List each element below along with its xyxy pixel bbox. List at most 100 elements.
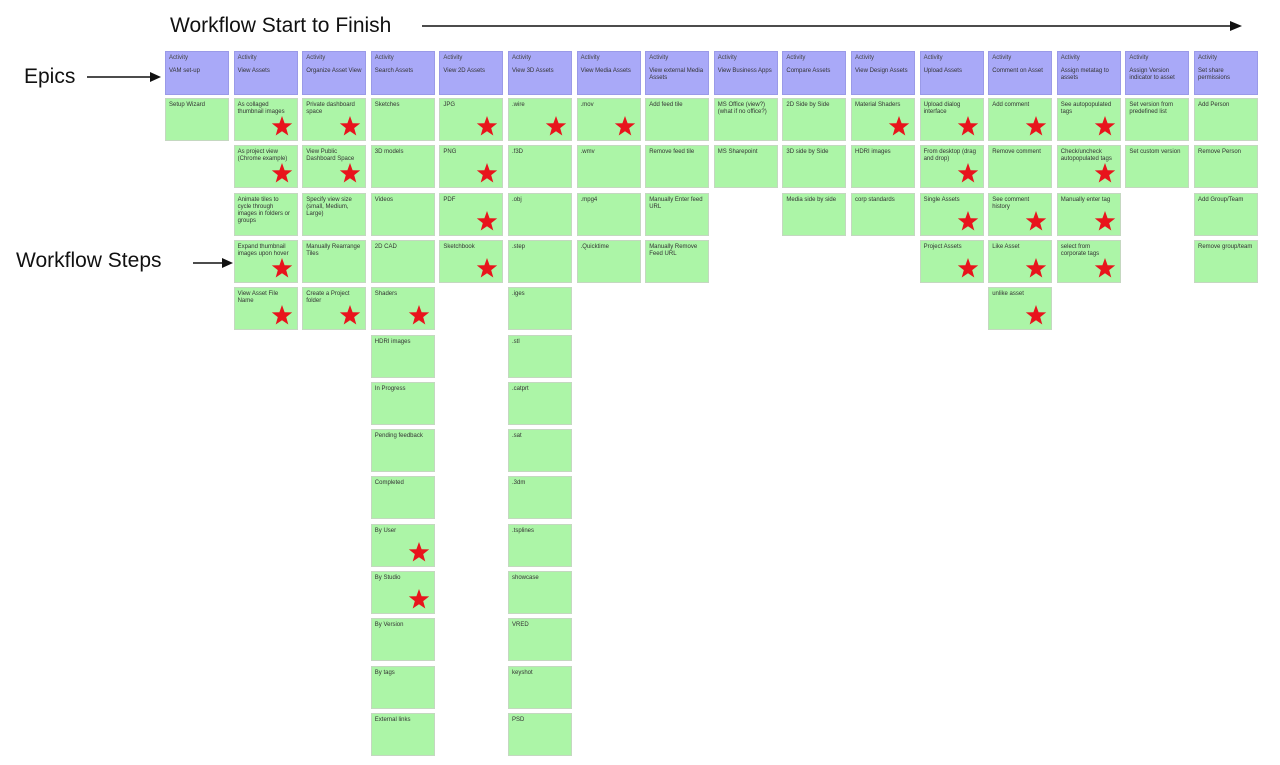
workflow-step-card[interactable]: View Asset File Name: [233, 287, 298, 331]
workflow-step-card[interactable]: Manually Rearrange Tiles: [302, 239, 367, 283]
workflow-step-card[interactable]: Add comment: [988, 98, 1053, 141]
workflow-step-card[interactable]: .obj: [508, 192, 572, 236]
epic-title: Assign metatag to assets: [1060, 68, 1109, 81]
workflow-step-card[interactable]: .wmv: [576, 145, 641, 189]
workflow-step-card[interactable]: Add Person: [1194, 98, 1258, 141]
workflow-step-card[interactable]: Manually Enter feed URL: [645, 192, 710, 236]
epic-card[interactable]: Activity View 2D Assets: [439, 51, 504, 95]
epic-card[interactable]: Activity Organize Asset View: [302, 51, 367, 95]
workflow-step-card[interactable]: .mov: [576, 98, 641, 141]
workflow-step-card[interactable]: 2D Side by Side: [782, 98, 847, 141]
workflow-step-card[interactable]: .step: [508, 239, 572, 283]
workflow-step-card[interactable]: By Version: [370, 618, 435, 662]
workflow-step-card[interactable]: Shaders: [370, 287, 435, 331]
workflow-step-card[interactable]: JPG: [439, 98, 504, 141]
workflow-step-card[interactable]: corp standards: [851, 192, 915, 236]
workflow-step-card[interactable]: Set version from predefined list: [1125, 98, 1190, 141]
workflow-step-card[interactable]: See comment history: [988, 192, 1053, 236]
workflow-step-card[interactable]: VRED: [508, 618, 572, 662]
epic-card[interactable]: Activity VAM set-up: [165, 51, 229, 95]
epic-card[interactable]: Activity View 3D Assets: [508, 51, 572, 95]
workflow-step-card[interactable]: Upload dialog interface: [919, 98, 984, 141]
workflow-step-card[interactable]: Set custom version: [1125, 145, 1190, 189]
workflow-step-card[interactable]: See autopopulated tags: [1056, 98, 1121, 141]
epic-card[interactable]: Activity Search Assets: [370, 51, 435, 95]
workflow-step-card[interactable]: Completed: [370, 476, 435, 520]
epic-card[interactable]: Activity View Assets: [233, 51, 298, 95]
workflow-step-card[interactable]: Expand thumbnail images upon hover: [233, 239, 298, 283]
workflow-step-card[interactable]: Add feed tile: [645, 98, 710, 141]
workflow-step-card[interactable]: Private dashboard space: [302, 98, 367, 141]
workflow-step-card[interactable]: keyshot: [508, 665, 572, 709]
workflow-step-card[interactable]: .catprt: [508, 381, 572, 425]
workflow-step-card[interactable]: .Quicktime: [576, 239, 641, 283]
workflow-step-card[interactable]: External links: [370, 712, 435, 756]
workflow-step-card[interactable]: unlike asset: [988, 287, 1053, 331]
workflow-step-card[interactable]: Project Assets: [919, 239, 984, 283]
workflow-step-card[interactable]: .wire: [508, 98, 572, 141]
workflow-step-card[interactable]: Remove comment: [988, 145, 1053, 189]
workflow-step-card[interactable]: .f3D: [508, 145, 572, 189]
workflow-step-card[interactable]: Remove feed tile: [645, 145, 710, 189]
workflow-step-card[interactable]: Sketchbook: [439, 239, 504, 283]
workflow-step-card[interactable]: Add Group/Team: [1194, 192, 1258, 236]
workflow-step-card[interactable]: PSD: [508, 712, 572, 756]
workflow-step-card[interactable]: 3D models: [370, 145, 435, 189]
workflow-step-card[interactable]: Remove Person: [1194, 145, 1258, 189]
step-label: As collaged thumbnail images: [237, 102, 285, 115]
epic-card[interactable]: Activity Compare Assets: [782, 51, 847, 95]
workflow-step-card[interactable]: Manually enter tag: [1056, 192, 1121, 236]
workflow-step-card[interactable]: As project view (Chrome example): [233, 145, 298, 189]
workflow-step-card[interactable]: By Studio: [370, 571, 435, 614]
workflow-step-card[interactable]: Sketches: [370, 98, 435, 141]
epic-card[interactable]: Activity Comment on Asset: [988, 51, 1053, 95]
workflow-step-card[interactable]: .stl: [508, 334, 572, 378]
workflow-step-card[interactable]: Setup Wizard: [165, 98, 229, 141]
workflow-step-card[interactable]: From desktop (drag and drop): [919, 145, 984, 189]
workflow-step-card[interactable]: .tsplines: [508, 523, 572, 567]
epic-card[interactable]: Activity View Design Assets: [851, 51, 915, 95]
step-label: .3dm: [512, 480, 526, 487]
workflow-step-card[interactable]: 2D CAD: [370, 239, 435, 283]
workflow-step-card[interactable]: HDRI images: [370, 334, 435, 378]
step-label: Set version from predefined list: [1129, 102, 1174, 115]
workflow-step-card[interactable]: As collaged thumbnail images: [233, 98, 298, 141]
workflow-step-card[interactable]: Remove group/team: [1194, 239, 1258, 283]
star-icon: [545, 116, 567, 136]
workflow-step-card[interactable]: Media side by side: [782, 192, 847, 236]
workflow-step-card[interactable]: .3dm: [508, 476, 572, 520]
epic-card[interactable]: Activity View Business Apps: [713, 51, 778, 95]
workflow-step-card[interactable]: 3D side by Side: [782, 145, 847, 189]
step-label: Create a Project folder: [306, 291, 350, 305]
workflow-step-card[interactable]: .sat: [508, 429, 572, 473]
workflow-step-card[interactable]: View Public Dashboard Space: [302, 145, 367, 189]
workflow-step-card[interactable]: MS Office (view?) (what if no office?): [713, 98, 778, 141]
epic-card[interactable]: Activity Assign Version indicator to asse…: [1125, 51, 1190, 95]
workflow-step-card[interactable]: PNG: [439, 145, 504, 189]
epic-card[interactable]: Activity Assign metatag to assets: [1056, 51, 1121, 95]
epic-card[interactable]: Activity View external Media Assets: [645, 51, 710, 95]
epic-card[interactable]: Activity Upload Assets: [919, 51, 984, 95]
workflow-step-card[interactable]: Videos: [370, 192, 435, 236]
workflow-step-card[interactable]: Pending feedback: [370, 429, 435, 473]
workflow-step-card[interactable]: Create a Project folder: [302, 287, 367, 331]
workflow-step-card[interactable]: Specify view size (small, Medium, Large): [302, 192, 367, 236]
workflow-step-card[interactable]: .iges: [508, 287, 572, 331]
workflow-step-card[interactable]: Check/uncheck autopopulated tags: [1056, 145, 1121, 189]
workflow-step-card[interactable]: Single Assets: [919, 192, 984, 236]
workflow-step-card[interactable]: Like Asset: [988, 239, 1053, 283]
workflow-step-card[interactable]: .mpg4: [576, 192, 641, 236]
workflow-step-card[interactable]: Material Shaders: [851, 98, 915, 141]
workflow-step-card[interactable]: Animate tiles to cycle through images in…: [233, 192, 298, 236]
workflow-step-card[interactable]: By User: [370, 523, 435, 567]
workflow-step-card[interactable]: select from corporate tags: [1056, 239, 1121, 283]
workflow-step-card[interactable]: HDRI images: [851, 145, 915, 189]
epic-card[interactable]: Activity View Media Assets: [576, 51, 641, 95]
workflow-step-card[interactable]: By tags: [370, 665, 435, 709]
workflow-step-card[interactable]: showcase: [508, 571, 572, 614]
workflow-step-card[interactable]: MS Sharepoint: [713, 145, 778, 189]
epic-card[interactable]: Activity Set share permissions: [1194, 51, 1258, 95]
workflow-step-card[interactable]: In Progress: [370, 381, 435, 425]
workflow-step-card[interactable]: Manually Remove Feed URL: [645, 239, 710, 283]
workflow-step-card[interactable]: PDF: [439, 192, 504, 236]
